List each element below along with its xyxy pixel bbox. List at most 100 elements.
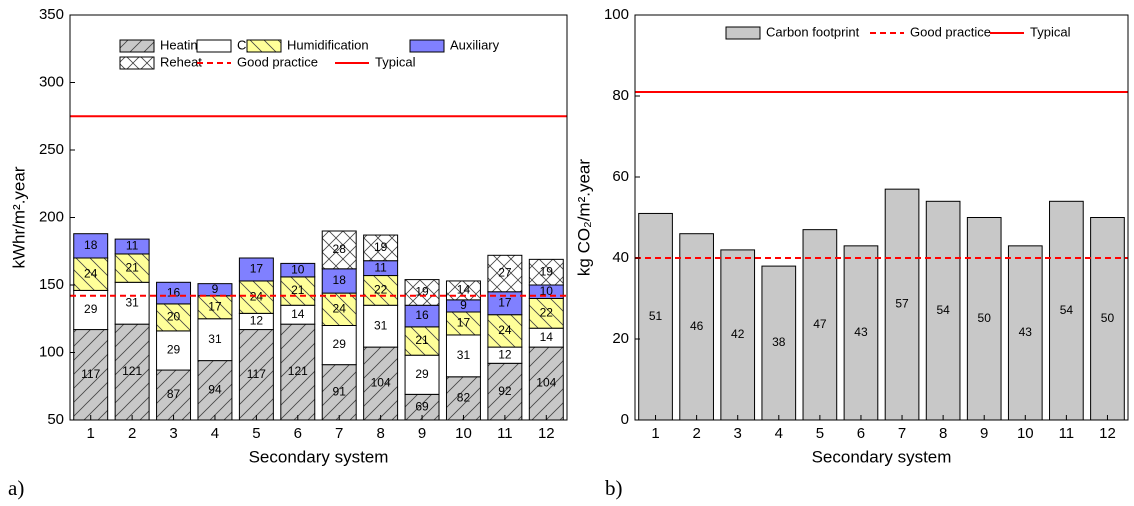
y-tick-label: 100 xyxy=(39,343,64,360)
data-label: 42 xyxy=(731,327,745,341)
bar-segment xyxy=(73,329,109,421)
data-label: 29 xyxy=(167,343,181,357)
x-tick-label: 6 xyxy=(857,425,865,442)
bar-segment xyxy=(156,330,192,371)
data-label: 22 xyxy=(374,283,388,297)
x-tick-label: 11 xyxy=(497,425,513,442)
legend-label: Good practice xyxy=(910,24,991,39)
bar-segment xyxy=(238,257,274,282)
bar-segment xyxy=(73,257,109,291)
data-label: 18 xyxy=(84,238,98,252)
data-label: 28 xyxy=(333,242,347,256)
data-label: 31 xyxy=(208,332,222,346)
data-label: 14 xyxy=(457,283,471,297)
data-label: 43 xyxy=(854,325,868,339)
legend-label: Humidification xyxy=(287,37,369,52)
data-label: 9 xyxy=(212,282,219,296)
bar-segment xyxy=(966,217,1002,421)
data-label: 31 xyxy=(374,318,388,332)
data-label: 50 xyxy=(978,311,992,325)
bar-segment xyxy=(761,265,797,421)
y-tick-label: 100 xyxy=(604,6,629,23)
data-label: 91 xyxy=(333,384,347,398)
x-tick-label: 7 xyxy=(898,425,906,442)
data-label: 94 xyxy=(208,382,222,396)
y-axis-title: kWhr/m².year xyxy=(9,166,28,268)
data-label: 87 xyxy=(167,387,181,401)
bar-segment xyxy=(280,262,316,278)
x-tick-label: 4 xyxy=(211,425,219,442)
bar-segment xyxy=(363,275,399,306)
bar-segment xyxy=(321,268,357,294)
x-tick-label: 8 xyxy=(376,425,384,442)
data-label: 31 xyxy=(457,348,471,362)
legend-label: Carbon footprint xyxy=(766,24,860,39)
data-label: 47 xyxy=(813,317,827,331)
legend-swatch xyxy=(196,39,232,53)
bar-segment xyxy=(404,279,440,306)
bar-segment xyxy=(528,298,564,329)
legend-swatch xyxy=(409,39,445,53)
data-label: 20 xyxy=(167,310,181,324)
bar-segment xyxy=(884,188,920,421)
data-label: 117 xyxy=(81,367,100,381)
x-tick-label: 10 xyxy=(1017,425,1034,442)
bar-segment xyxy=(528,258,564,286)
data-label: 11 xyxy=(374,260,387,274)
bar-segment xyxy=(156,303,192,332)
legend-label: Reheat xyxy=(160,54,202,69)
y-tick-label: 20 xyxy=(612,330,629,347)
bar-segment xyxy=(321,230,357,270)
data-label: 104 xyxy=(371,376,391,390)
data-label: 21 xyxy=(291,283,305,297)
data-label: 29 xyxy=(84,302,98,316)
x-axis-title: Secondary system xyxy=(249,447,389,466)
data-label: 21 xyxy=(125,260,139,274)
y-tick-label: 200 xyxy=(39,208,64,225)
data-label: 54 xyxy=(936,303,950,317)
data-label: 51 xyxy=(649,309,663,323)
bar-segment xyxy=(404,326,440,356)
data-label: 104 xyxy=(536,376,556,390)
y-axis-title: kg CO₂/m².year xyxy=(574,159,593,276)
data-label: 12 xyxy=(250,314,264,328)
x-tick-label: 11 xyxy=(1059,425,1075,442)
y-tick-label: 50 xyxy=(47,411,64,428)
data-label: 29 xyxy=(333,337,347,351)
x-tick-label: 2 xyxy=(128,425,136,442)
x-tick-label: 6 xyxy=(294,425,302,442)
legend-label: Heating xyxy=(160,37,205,52)
data-label: 14 xyxy=(291,307,305,321)
data-label: 29 xyxy=(415,367,429,381)
data-label: 92 xyxy=(498,384,512,398)
bar-segment xyxy=(445,376,481,421)
data-label: 117 xyxy=(247,367,266,381)
bar-segment xyxy=(802,229,838,421)
data-label: 24 xyxy=(498,323,512,337)
bar-segment xyxy=(197,360,233,421)
x-tick-label: 9 xyxy=(980,425,988,442)
data-label: 50 xyxy=(1101,311,1115,325)
bar-segment xyxy=(843,245,879,421)
data-label: 46 xyxy=(690,319,704,333)
bar-segment xyxy=(404,354,440,395)
bar-segment xyxy=(925,200,961,421)
x-tick-label: 5 xyxy=(816,425,824,442)
bar-segment xyxy=(114,253,150,283)
bar-segment xyxy=(487,314,523,348)
y-tick-label: 80 xyxy=(612,87,629,104)
x-tick-label: 5 xyxy=(252,425,260,442)
data-label: 9 xyxy=(460,298,467,312)
bar-segment xyxy=(156,281,192,305)
legend-label: Good practice xyxy=(237,54,318,69)
data-label: 21 xyxy=(415,333,429,347)
x-tick-label: 3 xyxy=(734,425,742,442)
y-tick-label: 40 xyxy=(612,249,629,266)
y-tick-label: 300 xyxy=(39,73,64,90)
bar-segment xyxy=(280,323,316,421)
x-tick-label: 10 xyxy=(455,425,472,442)
data-label: 54 xyxy=(1060,303,1074,317)
panel-label: b) xyxy=(605,476,623,500)
